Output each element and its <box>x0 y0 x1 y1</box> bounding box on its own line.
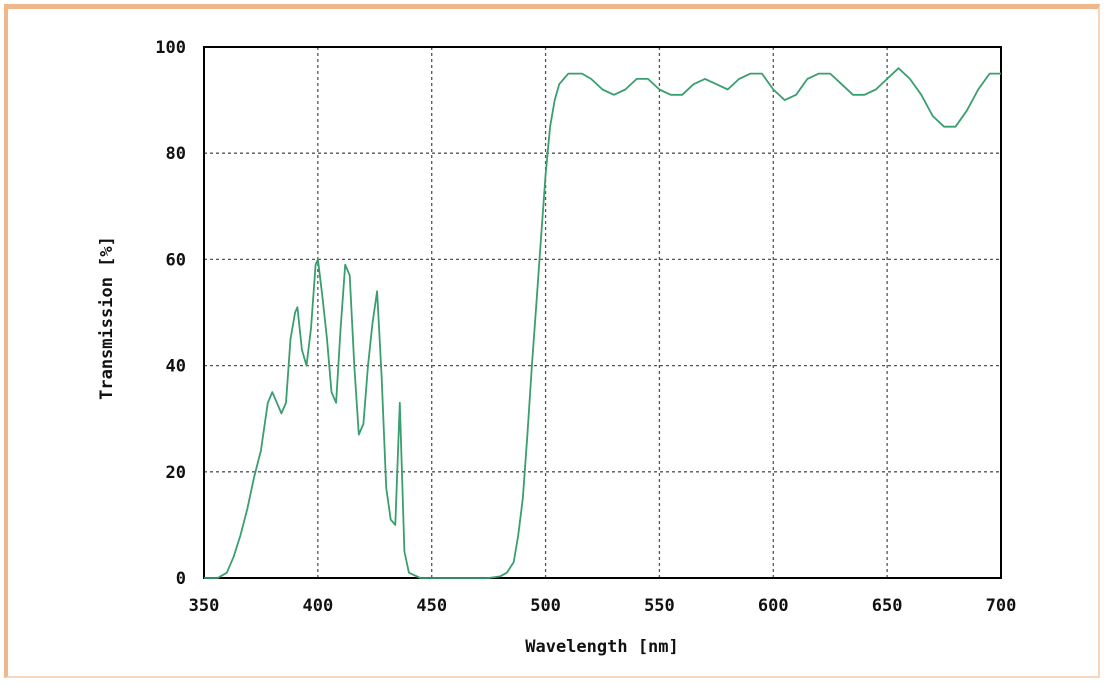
x-axis-ticks: 350 400 450 500 550 600 650 700 <box>189 596 1017 616</box>
x-tick-label-550: 550 <box>644 596 675 616</box>
y-tick-label-80: 80 <box>166 144 186 164</box>
y-tick-label-40: 40 <box>166 357 186 377</box>
plot-area <box>203 46 1002 579</box>
y-tick-label-0: 0 <box>176 569 186 589</box>
x-tick-label-600: 600 <box>758 596 789 616</box>
x-tick-label-500: 500 <box>530 596 561 616</box>
x-tick-label-450: 450 <box>416 596 447 616</box>
y-tick-label-20: 20 <box>166 463 186 483</box>
grid-lines <box>204 47 1001 578</box>
x-tick-label-650: 650 <box>872 596 903 616</box>
y-tick-label-60: 60 <box>166 250 186 270</box>
y-axis-ticks: 0 20 40 60 80 100 <box>155 38 186 589</box>
series-line <box>204 67 1001 579</box>
x-tick-label-400: 400 <box>302 596 333 616</box>
x-tick-label-350: 350 <box>189 596 220 616</box>
x-axis-label: Wavelength [nm] <box>525 637 679 657</box>
y-tick-label-100: 100 <box>155 38 186 58</box>
x-tick-label-700: 700 <box>986 596 1017 616</box>
y-axis-label: Transmission [%] <box>97 236 117 400</box>
